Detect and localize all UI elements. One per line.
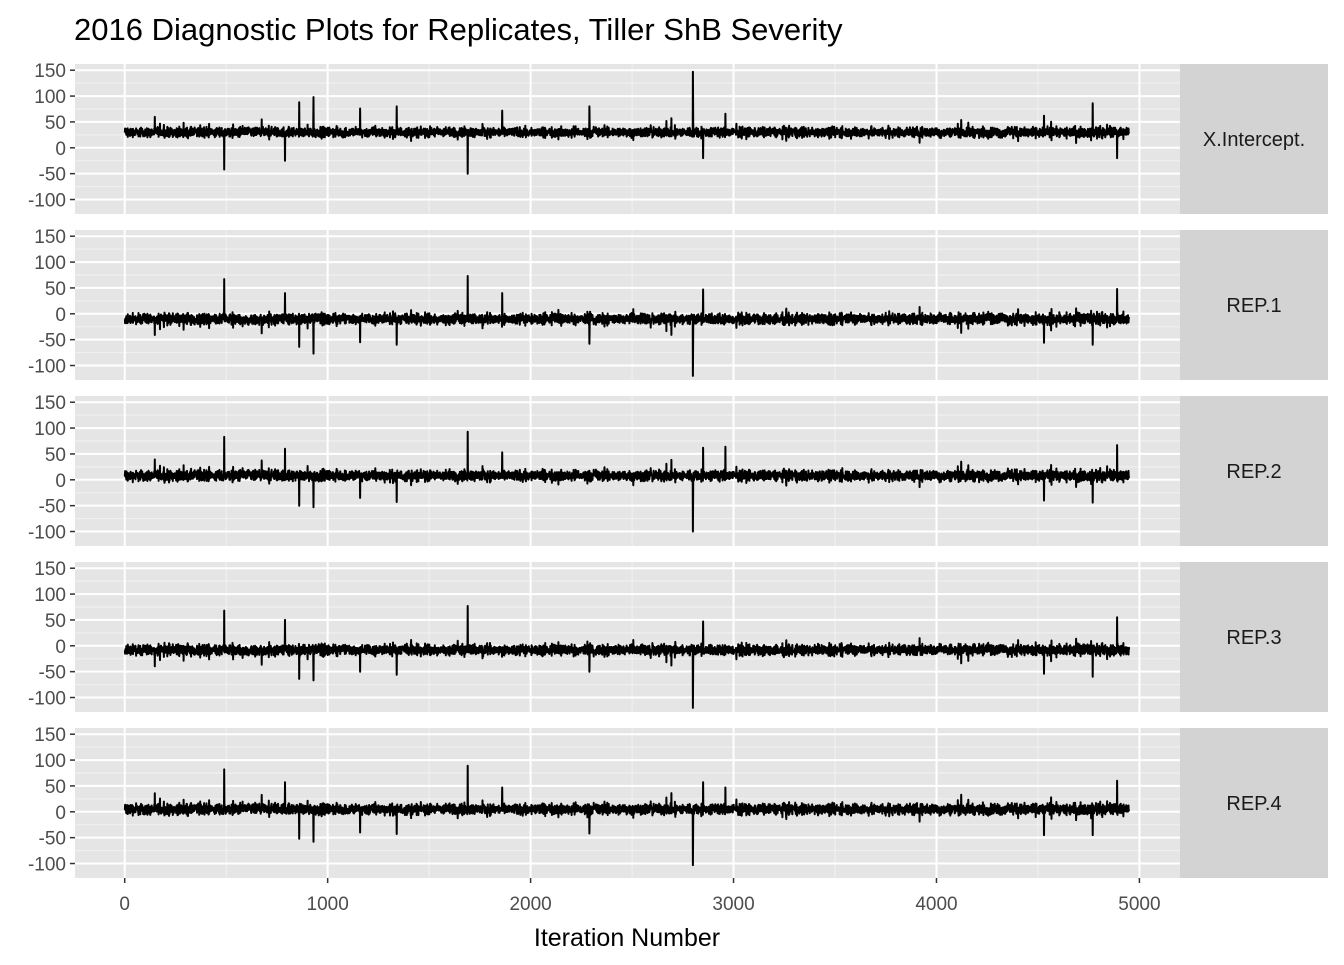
facet-strip-label: REP.1 bbox=[1226, 295, 1281, 317]
panel-background bbox=[75, 64, 1180, 214]
y-tick-label: 150 bbox=[34, 61, 66, 82]
y-tick-label: 50 bbox=[45, 777, 66, 798]
y-tick-label: 0 bbox=[55, 637, 66, 658]
y-tick-label: 150 bbox=[34, 559, 66, 580]
y-tick-label: -100 bbox=[28, 855, 66, 876]
y-tick-label: 100 bbox=[34, 751, 66, 772]
y-tick-label: -50 bbox=[39, 829, 66, 850]
y-tick-label: -100 bbox=[28, 523, 66, 544]
trace-line-rep-4 bbox=[123, 764, 1131, 867]
trace-line-rep-2 bbox=[123, 430, 1131, 533]
facet-strip-label: REP.4 bbox=[1226, 793, 1281, 815]
panel-background bbox=[75, 230, 1180, 380]
y-tick-label: 100 bbox=[34, 419, 66, 440]
facet-panel-rep-4: 150 100 50 0 -50 -100 REP.4 bbox=[28, 725, 1328, 878]
trace-line-rep-3 bbox=[123, 605, 1131, 709]
y-tick-label: -100 bbox=[28, 191, 66, 212]
y-tick-label: 0 bbox=[55, 139, 66, 160]
y-tick-label: 0 bbox=[55, 803, 66, 824]
x-tick-label: 5000 bbox=[1118, 894, 1160, 915]
y-tick-label: -50 bbox=[39, 331, 66, 352]
y-tick-label: -100 bbox=[28, 357, 66, 378]
facet-strip-label: X.Intercept. bbox=[1203, 129, 1305, 151]
y-tick-label: 100 bbox=[34, 87, 66, 108]
facet-strip bbox=[1180, 396, 1328, 546]
facet-panel-x-intercept-: 150 100 50 0 -50 -100 X.Intercept. bbox=[28, 61, 1328, 214]
y-tick-label: -100 bbox=[28, 689, 66, 710]
chart-title: 2016 Diagnostic Plots for Replicates, Ti… bbox=[74, 12, 843, 47]
y-tick-label: -50 bbox=[39, 497, 66, 518]
y-tick-label: -50 bbox=[39, 165, 66, 186]
panel-background bbox=[75, 562, 1180, 712]
x-tick-label: 0 bbox=[119, 894, 130, 915]
facet-strip bbox=[1180, 728, 1328, 878]
y-tick-label: 50 bbox=[45, 445, 66, 466]
y-tick-label: 150 bbox=[34, 227, 66, 248]
facet-panel-rep-3: 150 100 50 0 -50 -100 REP.3 bbox=[28, 559, 1328, 712]
y-tick-label: 150 bbox=[34, 393, 66, 414]
x-tick-label: 1000 bbox=[307, 894, 349, 915]
facet-strip-label: REP.2 bbox=[1226, 461, 1281, 483]
facet-strip bbox=[1180, 64, 1328, 214]
trace-line-rep-1 bbox=[123, 275, 1131, 377]
y-tick-label: 100 bbox=[34, 253, 66, 274]
facet-panel-rep-1: 150 100 50 0 -50 -100 REP.1 bbox=[28, 227, 1328, 380]
x-axis-label: Iteration Number bbox=[534, 924, 720, 952]
x-tick-label: 2000 bbox=[509, 894, 551, 915]
y-tick-label: 50 bbox=[45, 611, 66, 632]
facet-panels: 150 100 50 0 -50 -100 X.Intercept. 150 100 50 0 -50… bbox=[28, 61, 1328, 878]
facet-strip-label: REP.3 bbox=[1226, 627, 1281, 649]
y-tick-label: 50 bbox=[45, 279, 66, 300]
facet-strip bbox=[1180, 230, 1328, 380]
x-tick-label: 4000 bbox=[915, 894, 957, 915]
y-tick-label: 150 bbox=[34, 725, 66, 746]
y-tick-label: 0 bbox=[55, 305, 66, 326]
x-axis: 0 1000 2000 3000 4000 5000 bbox=[119, 878, 1161, 915]
x-tick-label: 3000 bbox=[712, 894, 754, 915]
y-tick-label: 100 bbox=[34, 585, 66, 606]
facet-panel-rep-2: 150 100 50 0 -50 -100 REP.2 bbox=[28, 393, 1328, 546]
trace-line-x-intercept- bbox=[123, 70, 1130, 175]
y-tick-label: 0 bbox=[55, 471, 66, 492]
facet-strip bbox=[1180, 562, 1328, 712]
y-tick-label: -50 bbox=[39, 663, 66, 684]
y-tick-label: 50 bbox=[45, 113, 66, 134]
